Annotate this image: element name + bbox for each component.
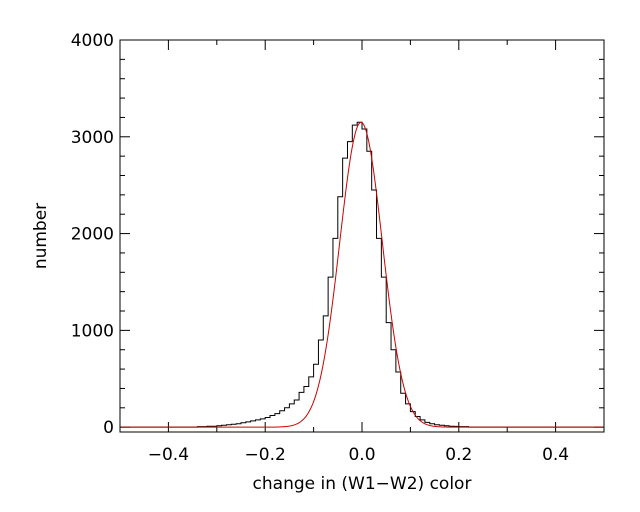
gaussian-fit-curve	[120, 121, 604, 428]
y-tick-label: 4000	[71, 31, 114, 51]
y-tick-label: 0	[103, 418, 114, 438]
x-axis-title: change in (W1−W2) color	[253, 474, 472, 494]
x-tick-label: 0.4	[542, 445, 569, 465]
y-axis-ticks	[120, 39, 604, 428]
x-axis-tick-labels: −0.4 −0.2 0.0 0.2 0.4	[148, 445, 569, 465]
plot-frame	[119, 39, 605, 433]
x-axis-ticks	[119, 40, 605, 432]
x-tick-label: −0.4	[148, 445, 189, 465]
y-axis-tick-labels: 0 1000 2000 3000 4000	[71, 31, 114, 438]
y-tick-label: 2000	[71, 225, 114, 245]
y-tick-label: 3000	[71, 128, 114, 148]
x-tick-label: −0.2	[245, 445, 286, 465]
x-tick-label: 0.2	[445, 445, 472, 465]
y-axis-title: number	[31, 203, 51, 269]
histogram-step-line	[120, 121, 604, 428]
y-tick-label: 1000	[71, 321, 114, 341]
x-tick-label: 0.0	[348, 445, 375, 465]
